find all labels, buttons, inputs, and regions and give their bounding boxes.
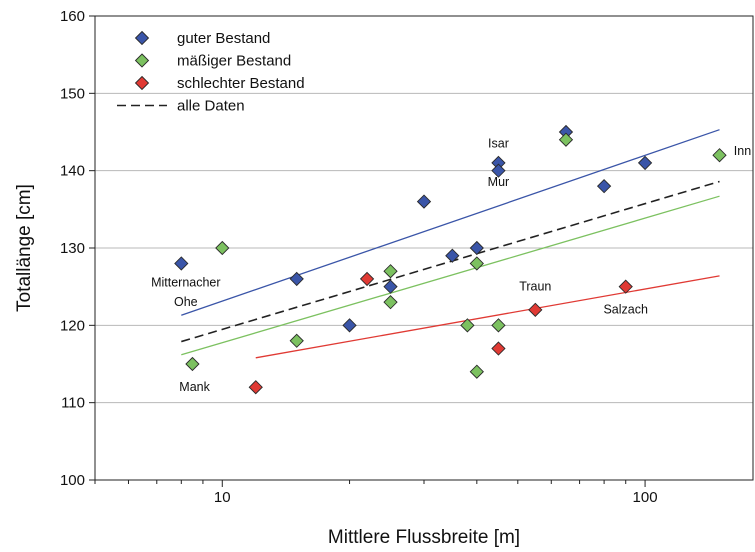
legend-label: guter Bestand	[177, 30, 270, 47]
data-point	[528, 302, 543, 318]
y-tick-label: 130	[60, 240, 85, 257]
data-point	[383, 279, 398, 294]
point-annotation: Mank	[179, 380, 210, 394]
data-point	[596, 178, 612, 194]
trendlines	[181, 129, 720, 359]
data-point	[359, 271, 375, 287]
point-annotation: Mitternacher	[151, 276, 220, 290]
data-point	[342, 318, 357, 333]
point-annotation: Mur	[488, 175, 510, 189]
data-point	[469, 364, 484, 379]
legend-marker	[134, 30, 150, 46]
point-annotations: Isar Mur Inn Mitternacher Ohe Traun Salzach Man…	[151, 136, 751, 394]
y-tick-label: 150	[60, 85, 85, 102]
y-axis-label: Totallänge [cm]	[14, 184, 35, 312]
data-point	[712, 148, 727, 163]
data-points	[174, 124, 727, 395]
x-tick-label: 100	[633, 489, 658, 506]
data-point	[185, 356, 200, 372]
x-tick-label: 10	[214, 489, 231, 506]
data-point	[248, 380, 263, 395]
axis-ticks	[89, 15, 646, 487]
point-annotation: Salzach	[603, 303, 648, 317]
data-point	[637, 155, 653, 171]
x-axis-label: Mittlere Flussbreite [m]	[328, 527, 520, 548]
data-point	[174, 256, 189, 271]
point-annotation: Isar	[488, 136, 509, 150]
tick-labels: 100 110 120 130 140 150 160 10 100	[60, 8, 658, 506]
trendline	[181, 129, 720, 316]
legend-label: mäßiger Bestand	[177, 53, 291, 70]
data-point	[445, 248, 460, 263]
data-point	[289, 333, 304, 348]
data-point	[383, 264, 398, 279]
data-point	[491, 163, 506, 178]
y-tick-label: 140	[60, 163, 85, 180]
y-tick-label: 120	[60, 317, 85, 334]
data-point	[383, 294, 398, 310]
legend-label: alle Daten	[177, 98, 245, 115]
point-annotation: Ohe	[174, 295, 198, 309]
data-point	[558, 132, 574, 147]
y-tick-label: 160	[60, 8, 85, 25]
horizontal-gridlines	[95, 92, 753, 404]
data-point	[469, 240, 484, 256]
point-annotation: Inn	[734, 144, 751, 158]
point-annotation: Traun	[519, 280, 551, 294]
y-tick-label: 110	[61, 395, 85, 412]
trendline	[255, 275, 720, 359]
data-point	[491, 341, 506, 356]
legend-marker	[134, 53, 150, 68]
data-point	[491, 318, 506, 333]
data-point	[289, 271, 304, 287]
trendline	[181, 195, 720, 356]
data-point	[469, 256, 484, 271]
legend-label: schlechter Bestand	[177, 75, 305, 92]
data-point	[416, 194, 432, 209]
legend: guter Bestand mäßiger Bestand schlechter B…	[117, 30, 305, 115]
legend-marker	[134, 75, 150, 91]
y-tick-label: 100	[60, 472, 85, 489]
data-point	[460, 318, 475, 333]
data-point	[618, 279, 633, 294]
data-point	[215, 240, 230, 256]
trendline	[181, 180, 720, 343]
